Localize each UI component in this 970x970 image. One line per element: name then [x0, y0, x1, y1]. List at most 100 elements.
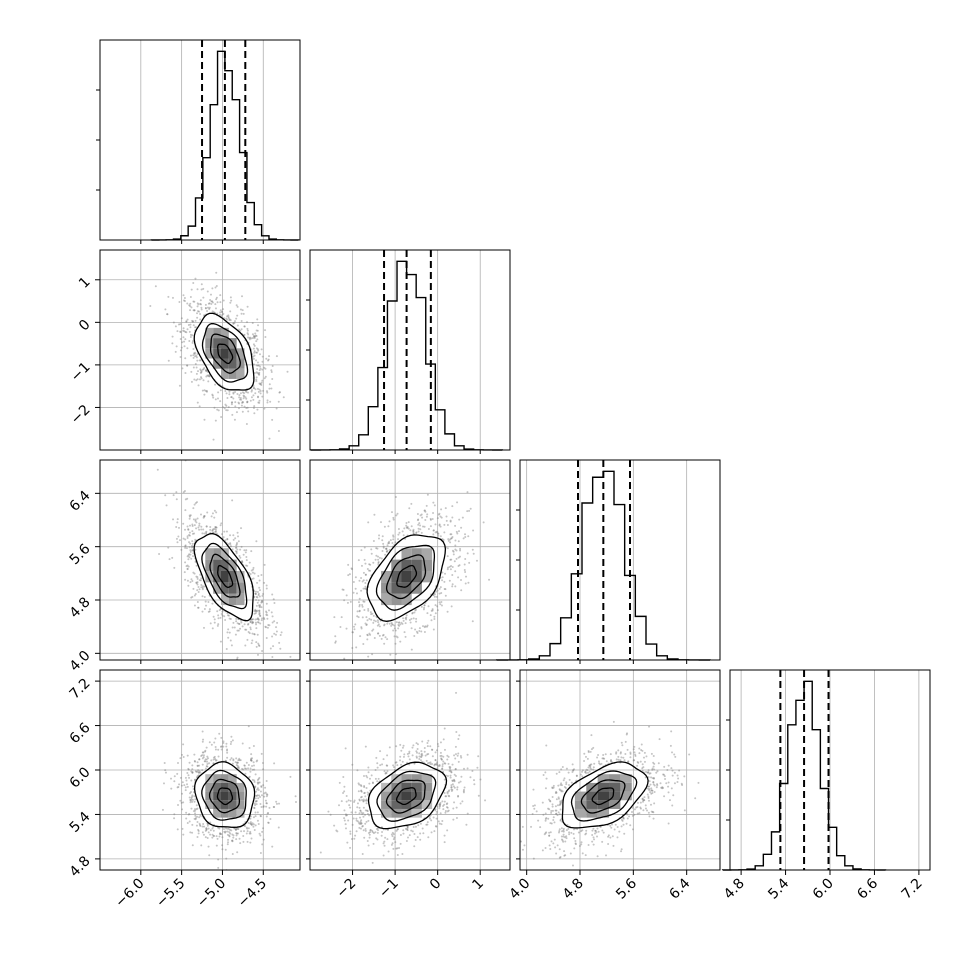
scatter-point [452, 778, 455, 781]
panel-content-1-0 [149, 271, 289, 441]
scatter-point [206, 765, 209, 768]
scatter-point [639, 760, 642, 763]
scatter-point [451, 585, 454, 588]
scatter-point [472, 529, 475, 532]
scatter-point [450, 770, 453, 773]
scatter-point [343, 790, 346, 793]
scatter-point [429, 614, 432, 617]
scatter-point [211, 529, 214, 532]
density-cell [220, 593, 229, 606]
scatter-point [340, 616, 343, 619]
scatter-point [544, 847, 547, 850]
scatter-point [212, 615, 215, 618]
contour-2-1-0 [396, 564, 418, 588]
scatter-point [448, 765, 451, 768]
scatter-point [678, 769, 681, 772]
scatter-point [229, 639, 232, 642]
scatter-point [521, 848, 524, 851]
scatter-point [405, 616, 408, 619]
scatter-point [442, 755, 445, 758]
scatter-point [246, 564, 249, 567]
scatter-point [189, 309, 192, 312]
scatter-point [430, 609, 433, 612]
scatter-point [208, 741, 211, 744]
scatter-point [261, 594, 264, 597]
scatter-point [451, 779, 454, 782]
scatter-point [185, 331, 188, 334]
scatter-point [443, 580, 446, 583]
scatter-point [271, 621, 274, 624]
scatter-point [655, 786, 658, 789]
scatter-point [457, 556, 460, 559]
scatter-point [552, 842, 555, 845]
scatter-point [396, 847, 399, 850]
contour-3-2-1 [580, 779, 626, 814]
scatter-point [196, 577, 199, 580]
scatter-point [189, 792, 192, 795]
scatter-point [272, 645, 275, 648]
scatter-point [451, 780, 454, 783]
scatter-point [194, 538, 197, 541]
scatter-point [245, 761, 248, 764]
scatter-point [428, 761, 431, 764]
scatter-point [349, 832, 352, 835]
scatter-point [192, 320, 195, 323]
scatter-point [225, 857, 228, 860]
scatter-point [368, 563, 371, 566]
scatter-point [220, 736, 223, 739]
scatter-point [256, 778, 259, 781]
scatter-point [189, 581, 192, 584]
scatter-point [205, 369, 208, 372]
scatter-point [233, 827, 236, 830]
scatter-point [222, 740, 225, 743]
scatter-point [189, 798, 192, 801]
scatter-point [258, 781, 261, 784]
scatter-point [358, 783, 361, 786]
scatter-point [256, 601, 259, 604]
scatter-point [247, 410, 250, 413]
scatter-point [196, 821, 199, 824]
scatter-point [450, 605, 453, 608]
scatter-point [663, 775, 666, 778]
scatter-point [235, 411, 238, 414]
scatter-point [439, 751, 442, 754]
scatter-point [416, 751, 419, 754]
scatter-point [198, 816, 201, 819]
scatter-point [275, 407, 278, 410]
scatter-point [183, 784, 186, 787]
scatter-point [560, 801, 563, 804]
scatter-point [252, 334, 255, 337]
scatter-point [166, 313, 169, 316]
scatter-point [204, 749, 207, 752]
scatter-point [184, 789, 187, 792]
scatter-point [253, 405, 256, 408]
scatter-point [196, 305, 199, 308]
scatter-point [346, 601, 349, 604]
scatter-point [224, 827, 227, 830]
scatter-point [365, 799, 368, 802]
scatter-point [199, 771, 202, 774]
scatter-point [453, 801, 456, 804]
scatter-point [185, 811, 188, 814]
scatter-point [430, 619, 433, 622]
scatter-point [236, 761, 239, 764]
scatter-point [354, 834, 357, 837]
scatter-point [647, 769, 650, 772]
scatter-point [195, 776, 198, 779]
scatter-point [271, 593, 274, 596]
scatter-point [418, 752, 421, 755]
scatter-point [254, 773, 257, 776]
scatter-point [266, 614, 269, 617]
scatter-point [247, 333, 250, 336]
scatter-point [199, 371, 202, 374]
scatter-point [265, 626, 268, 629]
density-cell [401, 774, 412, 783]
scatter-point [612, 720, 615, 723]
scatter-point [188, 556, 191, 559]
scatter-point [247, 821, 250, 824]
scatter-point [360, 626, 363, 629]
scatter-point [215, 526, 218, 529]
scatter-point [362, 774, 365, 777]
scatter-point [258, 794, 261, 797]
